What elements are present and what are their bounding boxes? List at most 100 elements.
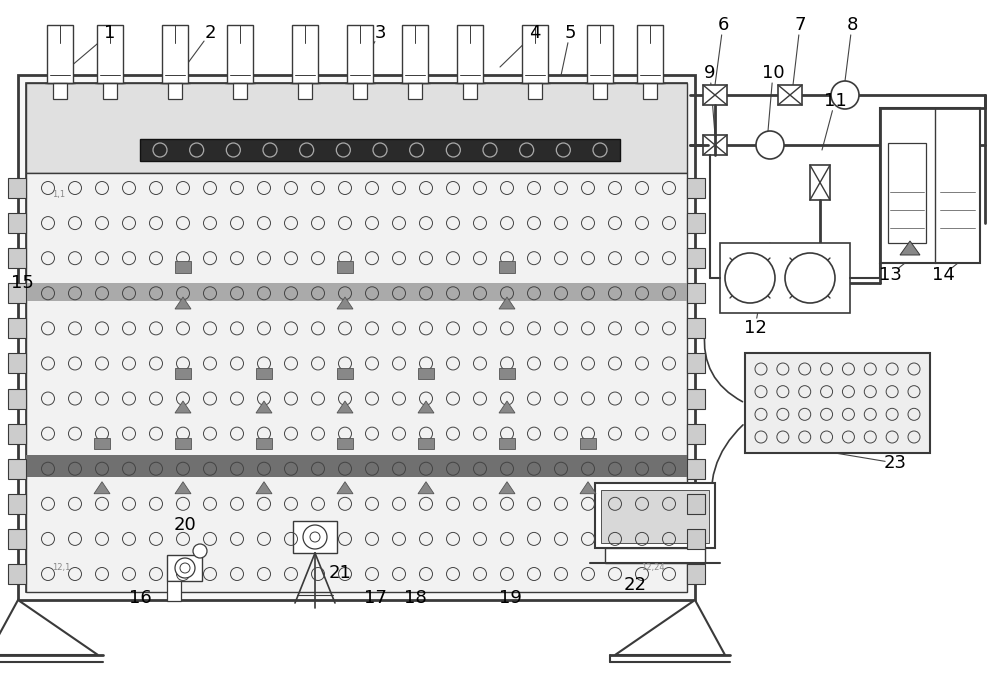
- Polygon shape: [499, 401, 515, 413]
- Bar: [337, 437, 353, 449]
- Text: 11: 11: [824, 92, 846, 110]
- Polygon shape: [337, 482, 353, 494]
- Polygon shape: [175, 482, 191, 494]
- Polygon shape: [256, 482, 272, 494]
- Bar: [880, 108, 980, 263]
- Bar: [402, 25, 428, 83]
- Bar: [687, 318, 705, 339]
- Polygon shape: [499, 297, 515, 309]
- Bar: [26, 83, 687, 173]
- Text: 12,24: 12,24: [641, 563, 665, 572]
- Bar: [687, 423, 705, 444]
- Bar: [601, 490, 709, 543]
- Text: 16: 16: [129, 589, 151, 607]
- Bar: [26, 173, 687, 592]
- Bar: [463, 83, 477, 99]
- Text: 22: 22: [624, 576, 646, 594]
- Bar: [499, 261, 515, 273]
- Bar: [162, 25, 188, 83]
- Polygon shape: [94, 482, 110, 494]
- Bar: [167, 581, 181, 601]
- Bar: [18, 75, 695, 600]
- Bar: [703, 135, 727, 155]
- Bar: [175, 261, 191, 273]
- Bar: [94, 437, 110, 449]
- Bar: [687, 459, 705, 479]
- Text: 1,1: 1,1: [52, 190, 65, 199]
- Bar: [528, 83, 542, 99]
- Bar: [168, 83, 182, 99]
- Text: 21: 21: [329, 564, 351, 582]
- Text: 19: 19: [499, 589, 521, 607]
- Bar: [256, 368, 272, 379]
- FancyArrowPatch shape: [339, 495, 592, 536]
- Text: 3: 3: [374, 24, 386, 42]
- Bar: [778, 85, 802, 105]
- Text: 12: 12: [744, 319, 766, 337]
- Bar: [47, 25, 73, 83]
- Bar: [103, 83, 117, 99]
- Bar: [8, 459, 26, 479]
- Text: 10: 10: [762, 64, 784, 82]
- Bar: [8, 494, 26, 513]
- Bar: [499, 368, 515, 379]
- Text: 2: 2: [204, 24, 216, 42]
- Bar: [499, 437, 515, 449]
- Circle shape: [175, 558, 195, 578]
- Bar: [26, 283, 687, 302]
- Bar: [256, 437, 272, 449]
- Text: 8: 8: [846, 16, 858, 34]
- Polygon shape: [337, 297, 353, 309]
- Polygon shape: [580, 482, 596, 494]
- Bar: [587, 25, 613, 83]
- Bar: [8, 213, 26, 233]
- Bar: [140, 139, 620, 161]
- Circle shape: [193, 544, 207, 558]
- Bar: [8, 248, 26, 268]
- Bar: [522, 25, 548, 83]
- Bar: [745, 353, 930, 453]
- Bar: [347, 25, 373, 83]
- Bar: [97, 25, 123, 83]
- Bar: [8, 318, 26, 339]
- FancyArrowPatch shape: [704, 332, 743, 402]
- Bar: [298, 83, 312, 99]
- Bar: [8, 564, 26, 584]
- Bar: [8, 178, 26, 198]
- Bar: [687, 178, 705, 198]
- Bar: [888, 143, 926, 243]
- Bar: [605, 548, 705, 563]
- Text: 12,1: 12,1: [52, 563, 70, 572]
- Bar: [8, 529, 26, 549]
- Bar: [703, 85, 727, 105]
- Text: 23: 23: [884, 454, 906, 472]
- Text: 1: 1: [104, 24, 116, 42]
- Bar: [233, 83, 247, 99]
- Polygon shape: [418, 401, 434, 413]
- Bar: [643, 83, 657, 99]
- Bar: [687, 494, 705, 513]
- Bar: [687, 388, 705, 409]
- Bar: [593, 83, 607, 99]
- Text: 4: 4: [529, 24, 541, 42]
- Text: 5: 5: [564, 24, 576, 42]
- Bar: [292, 25, 318, 83]
- Bar: [167, 555, 202, 581]
- Bar: [687, 248, 705, 268]
- Bar: [595, 483, 715, 548]
- Bar: [687, 529, 705, 549]
- Polygon shape: [175, 401, 191, 413]
- Bar: [353, 83, 367, 99]
- Bar: [418, 368, 434, 379]
- Bar: [26, 455, 687, 476]
- Bar: [687, 564, 705, 584]
- Bar: [8, 283, 26, 304]
- Polygon shape: [256, 401, 272, 413]
- Bar: [175, 368, 191, 379]
- Circle shape: [785, 253, 835, 303]
- Bar: [53, 83, 67, 99]
- Polygon shape: [0, 600, 98, 655]
- Bar: [8, 388, 26, 409]
- Bar: [580, 437, 596, 449]
- Bar: [337, 368, 353, 379]
